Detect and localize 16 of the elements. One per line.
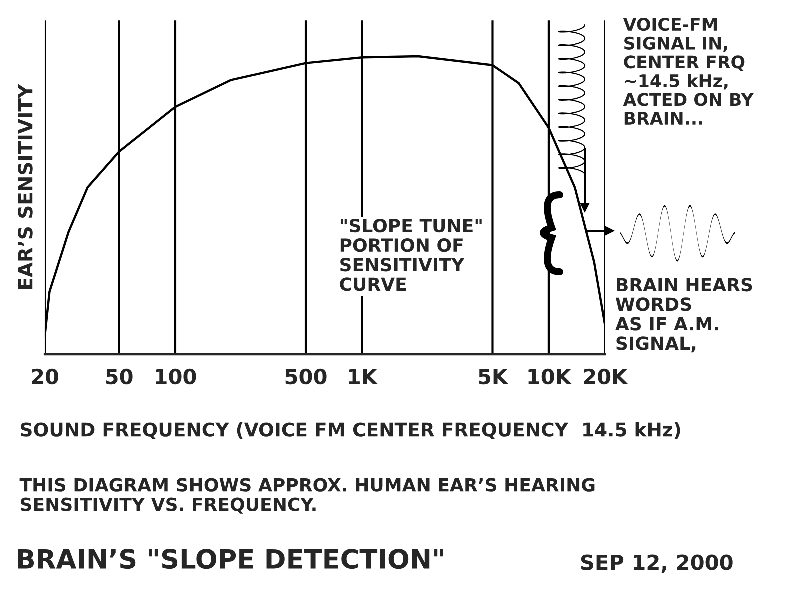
x-tick-label: 20K xyxy=(584,368,628,385)
x-tick-label: 10K xyxy=(528,368,572,385)
text: BRAIN’S "SLOPE DETECTION" xyxy=(18,549,444,570)
text: SEP 12, 2000 xyxy=(581,554,733,574)
x-tick-label: 500 xyxy=(286,368,327,385)
text: VOICE-FM SIGNAL IN, CENTER FRQ ~14.5 kHz, ACTED ON BY BRAIN... xyxy=(623,18,754,125)
x-tick-label: 50 xyxy=(106,368,133,385)
text: THIS DIAGRAM SHOWS APPROX. HUMAN EAR’S HEARING SENSITIVITY VS. FREQUENCY. xyxy=(20,478,595,514)
x-tick-label: 1K xyxy=(349,369,378,384)
annotation: "SLOPE TUNE" PORTION OF SENSITIVITY CURVE xyxy=(340,218,482,292)
x-tick-label: 100 xyxy=(156,368,196,385)
text: BRAIN HEARS WORDS AS IF A.M. SIGNAL, xyxy=(616,278,752,353)
x-axis-title: SOUND FREQUENCY (VOICE FM CENTER FREQUENCY 14.5 kHz) xyxy=(21,422,680,440)
x-tick-label: 5K xyxy=(479,369,509,385)
x-tick-label: 20 xyxy=(32,368,58,385)
y-axis-title: EAR’S SENSITIVITY xyxy=(18,84,33,290)
